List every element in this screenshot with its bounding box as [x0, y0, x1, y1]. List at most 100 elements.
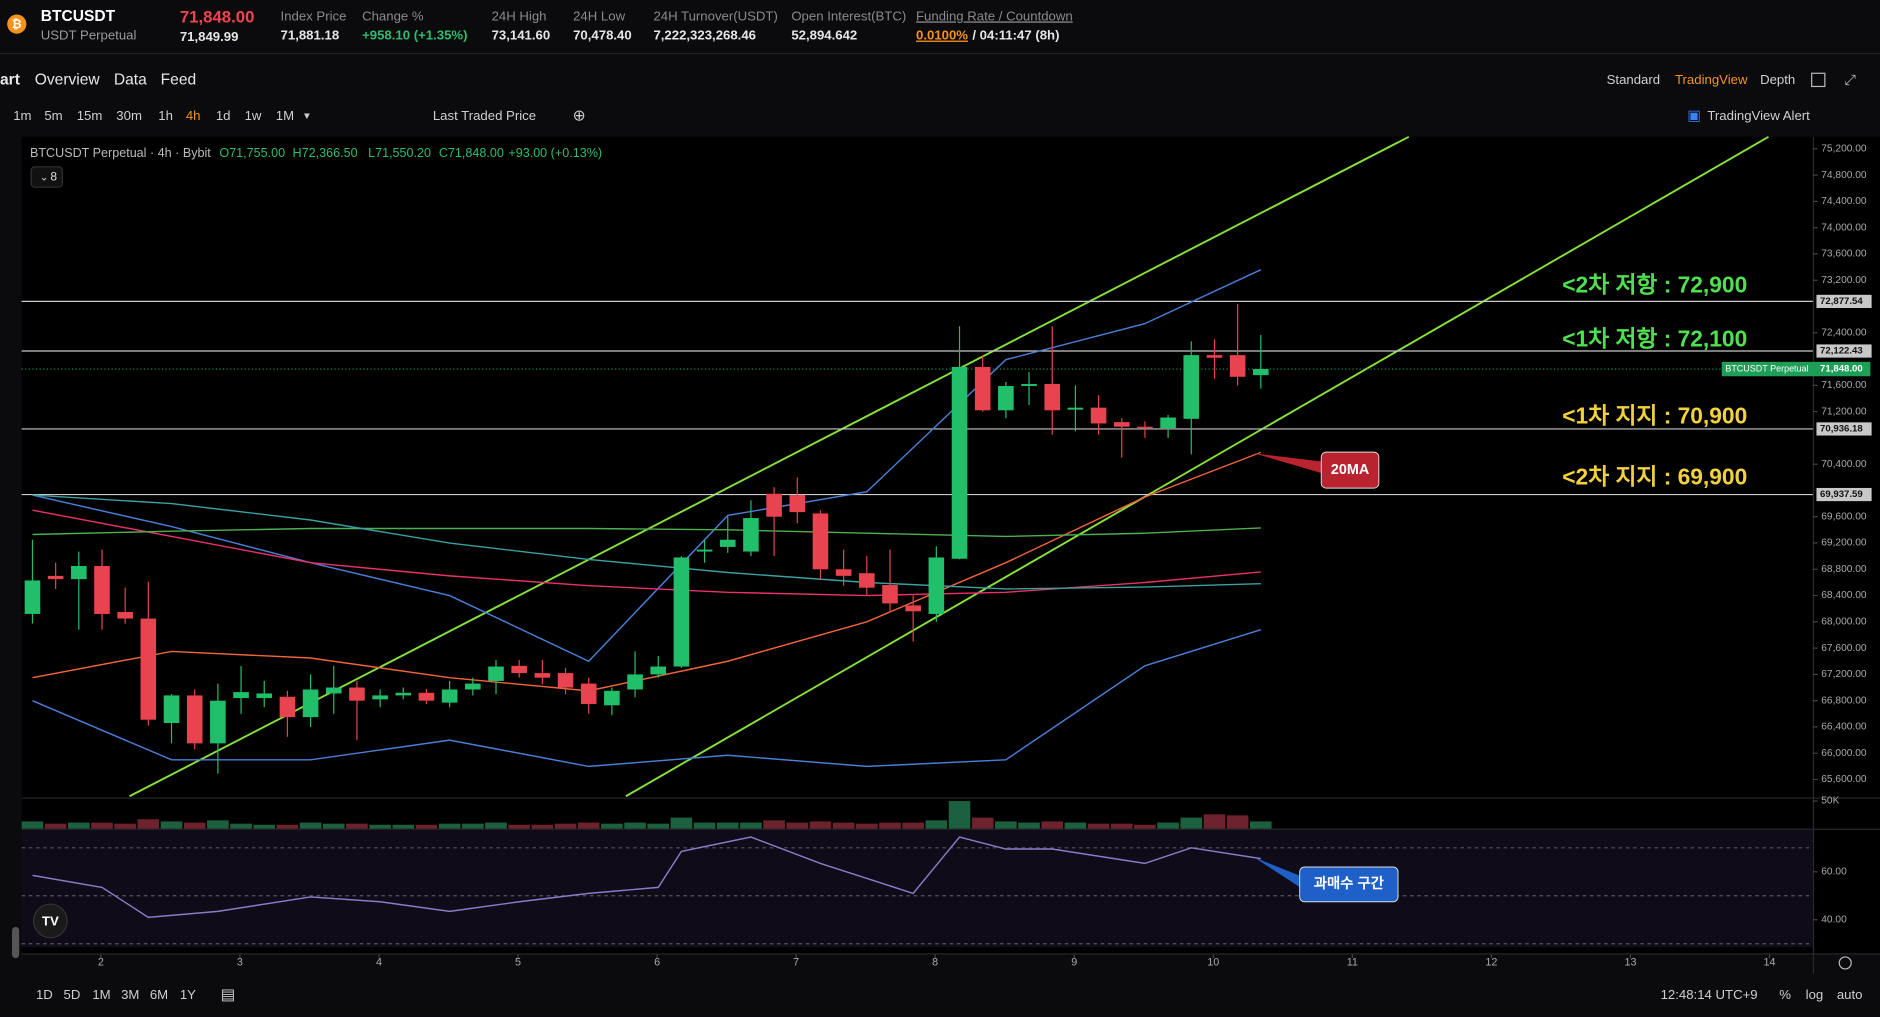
volume-bar [207, 820, 229, 829]
interval[interactable]: 1w [245, 108, 262, 123]
range[interactable]: 1Y [180, 987, 196, 1002]
y-tick-label: 75,200.00 [1821, 144, 1867, 155]
stat-label: Change % [362, 8, 424, 23]
x-tick-label: 12 [1485, 957, 1497, 969]
interval[interactable]: 1m [13, 108, 31, 123]
volume-bar [299, 822, 322, 829]
interval-caret: ▼ [302, 111, 311, 122]
y-tick-label: 70,400.00 [1821, 459, 1867, 470]
view-option[interactable]: Standard [1607, 72, 1660, 87]
settings-icon[interactable] [1838, 956, 1852, 970]
x-tick-label: 4 [376, 957, 382, 969]
volume-bar [1087, 823, 1110, 829]
callout-box [1299, 866, 1399, 903]
volume-bar [21, 821, 44, 829]
callout-box [1320, 451, 1380, 489]
candle-body [465, 683, 481, 690]
annotation: <1차 저항 : 72,100 [1562, 326, 1747, 352]
interval[interactable]: 5m [44, 108, 62, 123]
candle-body [951, 366, 968, 559]
alert-icon: ▣ [1687, 108, 1701, 124]
candle-body [673, 557, 690, 667]
interval[interactable]: 30m [116, 108, 142, 123]
add-icon[interactable]: ⊕ [573, 108, 586, 125]
interval[interactable]: 1M [276, 108, 294, 123]
tab[interactable]: art [0, 72, 20, 89]
volume-bar [276, 824, 299, 829]
volume-bar [902, 822, 924, 829]
candle-body [441, 689, 458, 703]
candle-body [766, 493, 782, 517]
annotation: <1차 지지 : 70,900 [1562, 402, 1747, 428]
volume-bar [1226, 815, 1249, 829]
tab[interactable]: Feed [161, 72, 197, 89]
candle-body [1044, 384, 1061, 411]
y-tick-label: 74,400.00 [1821, 196, 1867, 207]
interval[interactable]: 1h [158, 108, 173, 123]
tab[interactable]: Overview [35, 72, 101, 89]
volume-bar [68, 822, 90, 829]
view-option[interactable]: Depth [1760, 72, 1795, 87]
candle-body [998, 385, 1014, 411]
candle-body [743, 518, 759, 552]
volume-bar [253, 824, 276, 829]
scale-option[interactable]: log [1806, 987, 1824, 1002]
candle-body [835, 569, 852, 576]
expand-icon[interactable]: ⤢ [1844, 72, 1855, 88]
volume-bar [415, 824, 438, 829]
candle-body [534, 673, 551, 678]
stat-label: Open Interest(BTC) [791, 8, 906, 23]
volume-bar [322, 823, 345, 829]
fullscreen-icon[interactable] [1811, 72, 1826, 88]
y-tick-label: 60.00 [1821, 866, 1847, 877]
x-tick-label: 8 [932, 957, 938, 969]
volume-bar [1180, 817, 1203, 829]
volume-bar [577, 822, 600, 829]
alert-button[interactable]: TradingView Alert [1707, 108, 1810, 123]
tab[interactable]: Data [114, 72, 147, 89]
rsi-line [32, 836, 1261, 919]
symbol[interactable]: BTCUSDT [41, 8, 116, 25]
chevron: ⌄ [40, 171, 49, 183]
scale-option[interactable]: auto [1837, 987, 1863, 1002]
contract: USDT Perpetual [41, 28, 137, 43]
volume-bar [856, 823, 878, 829]
coin-icon [7, 14, 27, 34]
range[interactable]: 1D [36, 987, 53, 1002]
tradingview-glyph: TV [42, 914, 59, 929]
y-tick-label: 71,200.00 [1821, 406, 1867, 417]
volume-bar [925, 820, 948, 829]
funding-label: Funding Rate / Countdown [916, 8, 1073, 23]
volume-bar [879, 822, 901, 829]
tradingview-logo[interactable] [32, 903, 68, 939]
candle-body [418, 692, 435, 701]
candle-body [1253, 369, 1269, 376]
indicator-toggle[interactable] [30, 166, 63, 188]
volume-bar [114, 823, 136, 829]
range[interactable]: 6M [150, 987, 168, 1002]
candle-body [974, 366, 991, 411]
range[interactable]: 1M [92, 987, 110, 1002]
price-source[interactable]: Last Traded Price [433, 108, 536, 123]
volume-bar [392, 824, 415, 829]
range[interactable]: 3M [121, 987, 139, 1002]
interval[interactable]: 15m [77, 108, 103, 123]
date-range-icon[interactable]: ▤ [220, 986, 235, 1003]
interval[interactable]: 1d [216, 108, 231, 123]
stat-value: +958.10 (+1.35%) [362, 28, 467, 43]
indicator-count: 8 [50, 170, 57, 184]
candle-body [859, 573, 875, 588]
volume-bar [137, 819, 160, 829]
range[interactable]: 5D [64, 987, 81, 1002]
x-tick-label: 9 [1071, 957, 1077, 969]
view-option[interactable]: TradingView [1675, 72, 1748, 87]
y-tick-label: 71,600.00 [1821, 380, 1867, 391]
candle-body [140, 618, 157, 720]
volume-bar [438, 823, 461, 829]
interval[interactable]: 4h [186, 108, 201, 123]
x-tick-label: 6 [654, 957, 660, 969]
level-box [1816, 294, 1872, 309]
scale-option[interactable]: % [1779, 987, 1791, 1002]
x-tick-label: 3 [237, 957, 243, 969]
